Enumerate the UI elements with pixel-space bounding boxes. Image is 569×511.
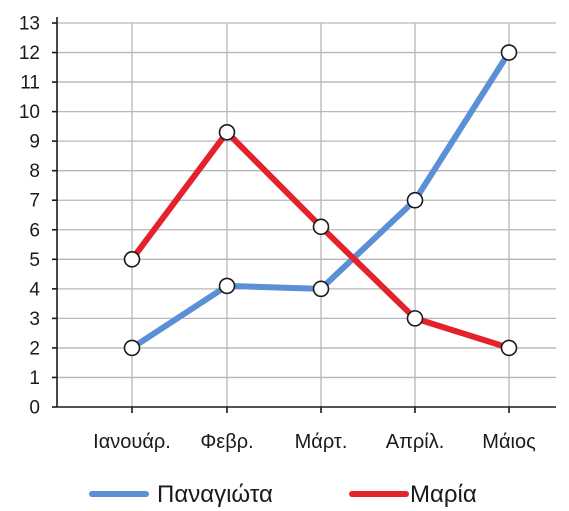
data-point-series-1 xyxy=(406,191,424,209)
legend: Παναγιώτα Μαρία xyxy=(89,481,477,508)
data-point-series-2 xyxy=(500,339,518,357)
y-tick-label: 7 xyxy=(29,191,40,212)
x-tick-labels: Ιανουάρ. Φεβρ. Μάρτ. Απρίλ. Μάιος xyxy=(93,431,536,453)
y-tick-label: 10 xyxy=(19,102,40,123)
x-tick-label: Ιανουάρ. xyxy=(93,431,171,453)
series xyxy=(123,44,518,357)
y-tick-label: 9 xyxy=(29,132,40,153)
y-tick-label: 6 xyxy=(29,220,40,241)
y-tick-label: 12 xyxy=(19,43,40,64)
data-point-series-2 xyxy=(123,251,141,268)
data-point-series-2 xyxy=(406,310,424,327)
y-tick-label: 1 xyxy=(29,368,40,389)
y-tick-label: 13 xyxy=(19,14,40,35)
data-point-series-1 xyxy=(500,44,518,61)
y-tick-label: 4 xyxy=(29,279,40,300)
legend-label-2: Μαρία xyxy=(410,481,477,508)
data-point-series-1 xyxy=(312,280,330,298)
y-tick-label: 5 xyxy=(29,250,40,271)
data-point-series-2 xyxy=(218,123,236,141)
x-tick-label: Φεβρ. xyxy=(200,431,253,453)
y-tick-label: 11 xyxy=(20,73,40,94)
y-tick-label: 3 xyxy=(29,309,40,330)
y-tick-label: 8 xyxy=(29,161,40,182)
y-tick-label: 2 xyxy=(29,338,40,359)
x-tick-label: Απρίλ. xyxy=(386,431,445,453)
axes xyxy=(52,17,556,413)
legend-label-1: Παναγιώτα xyxy=(157,481,273,508)
x-tick-label: Μάρτ. xyxy=(295,431,348,453)
y-tick-label: 0 xyxy=(29,398,40,419)
data-point-series-1 xyxy=(123,339,141,357)
x-tick-label: Μάιος xyxy=(482,431,536,453)
data-point-series-2 xyxy=(312,218,330,236)
data-point-series-1 xyxy=(218,277,236,295)
